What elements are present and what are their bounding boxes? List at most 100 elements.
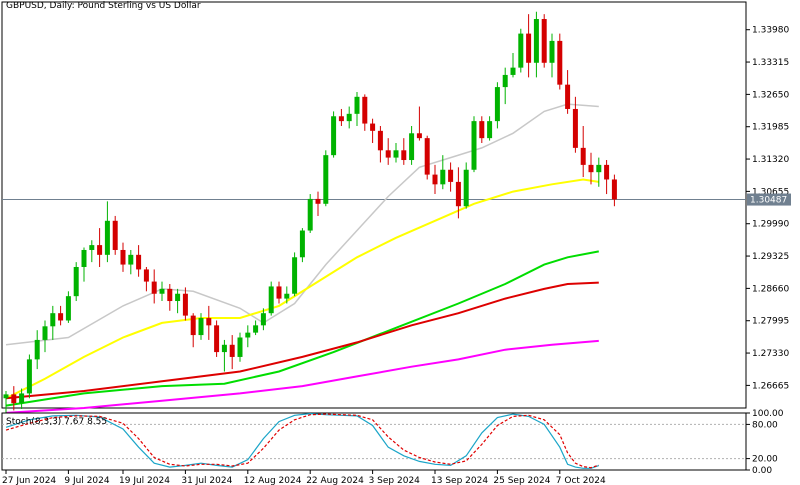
candle: [260, 308, 266, 331]
candle-body: [206, 318, 212, 326]
candle: [19, 388, 25, 409]
candle-body: [315, 198, 321, 204]
candle-body: [221, 344, 227, 353]
candle: [245, 325, 251, 348]
candle: [588, 152, 594, 185]
candle: [416, 106, 422, 141]
candle-body: [120, 249, 126, 265]
candle: [502, 67, 508, 105]
candle-body: [440, 169, 446, 185]
candle: [440, 155, 446, 190]
price-tick-label: 1.31985: [752, 123, 789, 133]
candle: [307, 194, 313, 233]
candle-body: [128, 254, 134, 265]
date-tick-label: 12 Aug 2024: [244, 476, 302, 485]
candle-body: [510, 67, 516, 75]
stochastic-label: Stoch(8,3,3) 7.67 8.55: [6, 417, 107, 427]
price-tick-label: 1.30655: [752, 187, 789, 197]
candle: [26, 354, 32, 399]
candle: [377, 125, 383, 163]
candle-body: [354, 96, 360, 114]
candle-body: [416, 133, 422, 139]
current-price-box: [747, 193, 791, 206]
candle-body: [565, 84, 571, 109]
moving-average-line: [5, 281, 599, 400]
candle-body: [19, 393, 25, 404]
candle: [533, 11, 539, 78]
candle: [112, 215, 118, 255]
candle-body: [237, 337, 243, 357]
candle: [463, 162, 469, 209]
candle: [42, 320, 48, 353]
candle: [97, 228, 103, 267]
candle-body: [26, 359, 32, 394]
stochastic-tick-label: 20.00: [752, 455, 778, 465]
stochastic-tick-label: 100.00: [752, 409, 784, 419]
candle-body: [11, 394, 17, 404]
candle: [128, 249, 134, 275]
candle-body: [245, 332, 251, 338]
moving-average-line: [5, 178, 599, 400]
candle: [253, 320, 259, 336]
candle: [572, 96, 578, 153]
candle-body: [307, 198, 313, 231]
candle: [323, 150, 329, 207]
candle: [206, 305, 212, 340]
candle-body: [362, 96, 368, 124]
candle: [331, 111, 337, 158]
candle-body: [557, 40, 563, 85]
candle: [214, 320, 220, 357]
current-price-label: 1.30487: [750, 196, 787, 206]
candle-body: [463, 169, 469, 207]
candle-body: [284, 293, 290, 299]
candle-body: [214, 325, 220, 353]
date-tick-label: 13 Sep 2024: [431, 476, 488, 485]
candle: [565, 70, 571, 114]
candle-body: [338, 116, 344, 122]
candle-body: [370, 123, 376, 131]
date-tick-label: 25 Sep 2024: [493, 476, 550, 485]
candle-body: [73, 266, 79, 297]
candle-body: [604, 164, 610, 180]
candle: [229, 335, 235, 370]
candle: [175, 288, 181, 314]
candle: [385, 138, 391, 165]
date-tick-label: 9 Jul 2024: [64, 476, 109, 485]
candle: [455, 167, 461, 219]
stochastic-main-line: [5, 412, 599, 469]
candle: [424, 135, 430, 180]
candle-body: [424, 138, 430, 175]
candle-body: [190, 315, 196, 336]
price-tick-label: 1.29325: [752, 252, 789, 262]
candle-body: [151, 281, 157, 294]
candle-body: [401, 150, 407, 161]
candle-body: [136, 254, 142, 270]
price-tick-label: 1.27330: [752, 349, 789, 359]
candle: [362, 94, 368, 131]
price-tick-label: 1.26665: [752, 381, 789, 391]
candle: [284, 286, 290, 304]
candle: [393, 143, 399, 163]
candle: [159, 281, 165, 302]
candle-body: [260, 313, 266, 326]
date-tick-label: 31 Jul 2024: [181, 476, 232, 485]
candle: [315, 191, 321, 216]
candle-body: [81, 249, 87, 267]
candle: [541, 14, 547, 68]
candle: [221, 339, 227, 372]
candle: [604, 160, 610, 195]
candle-body: [323, 155, 329, 204]
candle-body: [299, 230, 305, 258]
candle: [580, 125, 586, 178]
candle: [549, 33, 555, 78]
price-tick-label: 1.28660: [752, 284, 789, 294]
candle: [89, 240, 95, 263]
candle-body: [268, 286, 274, 314]
candle-body: [596, 164, 602, 173]
candle-body: [34, 339, 40, 360]
candle-body: [182, 293, 188, 316]
candle-body: [494, 87, 500, 122]
candle-body: [253, 325, 259, 333]
